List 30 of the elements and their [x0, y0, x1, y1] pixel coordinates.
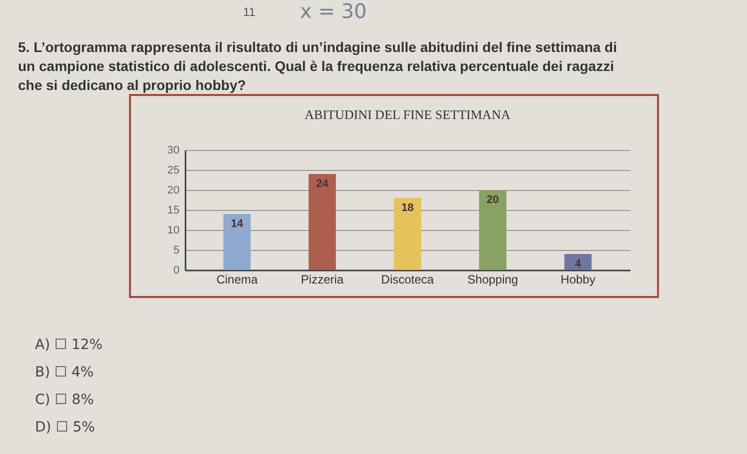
y-tick-label: 0: [173, 264, 180, 276]
data-label: 18: [401, 202, 414, 214]
text: 11: [243, 5, 256, 19]
x-tick-label: Discoteca: [381, 272, 434, 286]
y-tick-label: 20: [167, 184, 180, 196]
text: B) ☐ 4%: [35, 364, 94, 380]
data-label: 14: [230, 218, 244, 230]
y-tick-label: 30: [167, 144, 180, 156]
text: D) ☐ 5%: [35, 420, 95, 436]
y-tick-label: 25: [167, 164, 180, 176]
bar: [479, 190, 506, 270]
text: x = 30: [300, 0, 367, 23]
data-label: 20: [486, 194, 499, 206]
x-tick-label: Cinema: [216, 272, 258, 286]
bar: [394, 198, 422, 270]
y-tick-label: 15: [167, 204, 180, 216]
data-label: 24: [316, 178, 330, 190]
text: 5. L’ortogramma rappresenta il risultato di un’indagine sulle abitudini del fine settimana di un campione statistico di adolescenti. Qual è la frequenza relativa percentuale dei ragazzi che si dedicano al proprio hobby?: [18, 39, 617, 93]
x-tick-label: Shopping: [467, 272, 518, 286]
bar: [308, 174, 336, 270]
x-tick-label: Hobby: [560, 272, 596, 286]
chart-title: ABITUDINI DEL FINE SETTIMANA: [304, 107, 511, 122]
text: A) ☐ 12%: [35, 337, 103, 353]
y-tick-label: 5: [173, 244, 180, 256]
bar: [564, 254, 592, 270]
y-tick-label: 10: [167, 224, 180, 236]
x-tick-label: Pizzeria: [300, 272, 344, 286]
data-label: 4: [574, 258, 582, 270]
text: C) ☐ 8%: [35, 392, 94, 408]
bar: [223, 214, 251, 270]
